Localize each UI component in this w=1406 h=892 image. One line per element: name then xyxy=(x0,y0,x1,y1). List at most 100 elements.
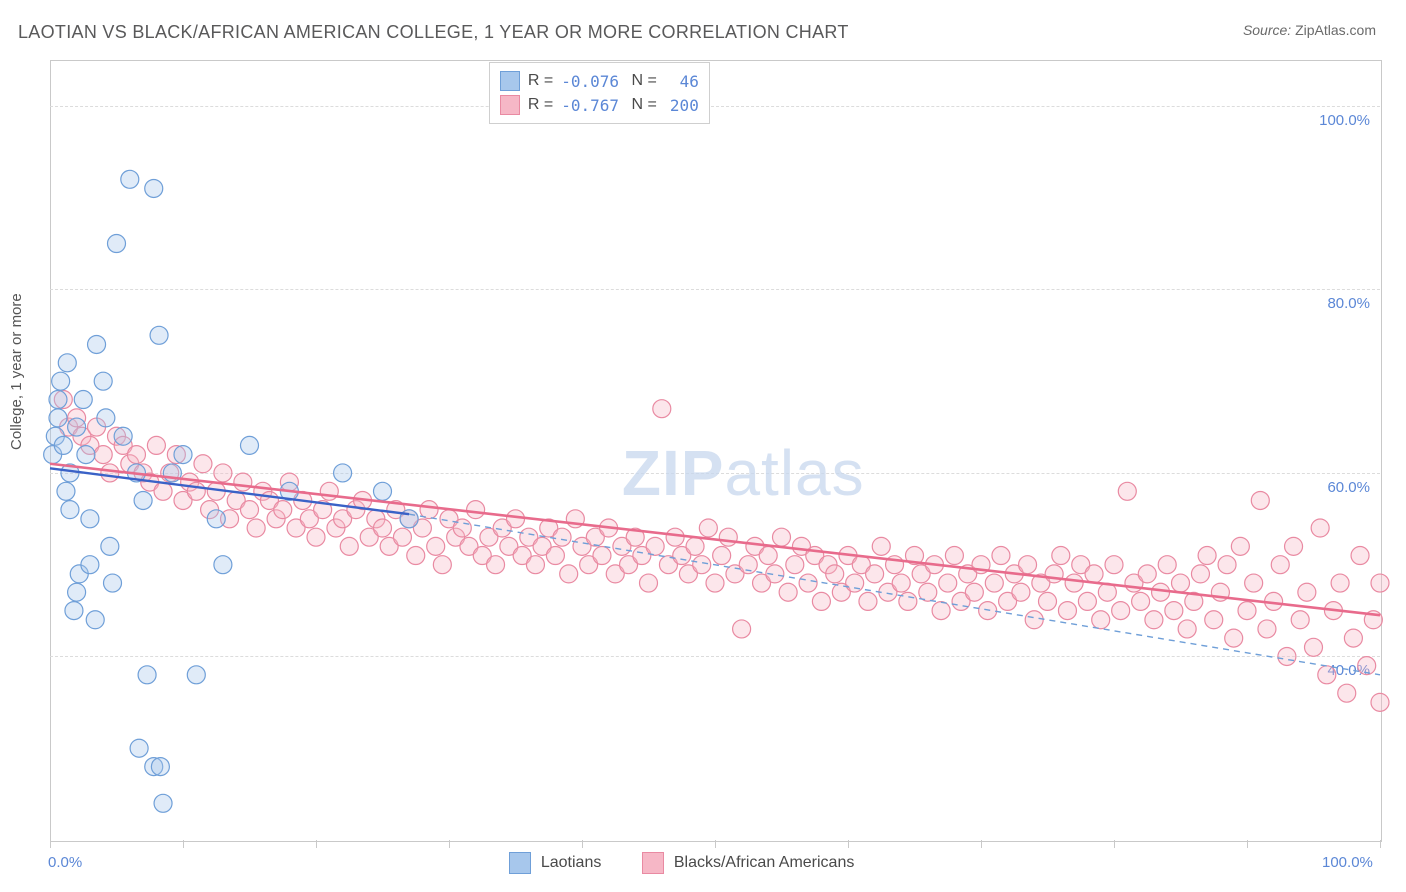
scatter-point-laotians xyxy=(374,482,392,500)
scatter-point-blacks xyxy=(686,537,704,555)
scatter-point-blacks xyxy=(1258,620,1276,638)
scatter-point-blacks xyxy=(1078,592,1096,610)
scatter-point-blacks xyxy=(892,574,910,592)
scatter-point-laotians xyxy=(104,574,122,592)
scatter-point-laotians xyxy=(61,501,79,519)
scatter-point-laotians xyxy=(58,354,76,372)
scatter-point-blacks xyxy=(1085,565,1103,583)
scatter-point-laotians xyxy=(214,556,232,574)
scatter-point-blacks xyxy=(101,464,119,482)
scatter-point-blacks xyxy=(467,501,485,519)
scatter-point-blacks xyxy=(507,510,525,528)
scatter-point-laotians xyxy=(334,464,352,482)
scatter-point-laotians xyxy=(130,739,148,757)
scatter-point-blacks xyxy=(241,501,259,519)
scatter-point-laotians xyxy=(207,510,225,528)
scatter-point-blacks xyxy=(640,574,658,592)
scatter-point-blacks xyxy=(593,547,611,565)
scatter-point-blacks xyxy=(247,519,265,537)
legend-item: Blacks/African Americans xyxy=(642,852,855,874)
scatter-point-blacks xyxy=(154,482,172,500)
scatter-point-blacks xyxy=(147,436,165,454)
stat-row: R = -0.767 N = 200 xyxy=(500,93,699,117)
scatter-point-blacks xyxy=(1218,556,1236,574)
legend-swatch xyxy=(500,71,520,91)
legend-swatch xyxy=(509,852,531,874)
legend-swatch xyxy=(500,95,520,115)
scatter-point-blacks xyxy=(94,446,112,464)
scatter-point-blacks xyxy=(1225,629,1243,647)
scatter-point-blacks xyxy=(1058,602,1076,620)
scatter-point-blacks xyxy=(779,583,797,601)
plot-svg xyxy=(0,0,1400,860)
stat-n-value: 200 xyxy=(665,96,699,115)
stat-row: R = -0.076 N = 46 xyxy=(500,69,699,93)
scatter-point-blacks xyxy=(846,574,864,592)
scatter-point-blacks xyxy=(1271,556,1289,574)
scatter-point-laotians xyxy=(134,491,152,509)
stat-r-label: R = xyxy=(528,72,553,90)
stat-n-label: N = xyxy=(627,72,657,90)
scatter-point-blacks xyxy=(666,528,684,546)
scatter-point-blacks xyxy=(1311,519,1329,537)
scatter-point-blacks xyxy=(1045,565,1063,583)
stat-r-value: -0.767 xyxy=(561,96,619,115)
scatter-point-blacks xyxy=(214,464,232,482)
scatter-point-blacks xyxy=(992,547,1010,565)
scatter-point-laotians xyxy=(81,556,99,574)
scatter-point-blacks xyxy=(1025,611,1043,629)
scatter-point-laotians xyxy=(154,794,172,812)
scatter-point-blacks xyxy=(1285,537,1303,555)
scatter-point-blacks xyxy=(872,537,890,555)
scatter-point-blacks xyxy=(427,537,445,555)
scatter-point-blacks xyxy=(1105,556,1123,574)
scatter-point-blacks xyxy=(859,592,877,610)
scatter-point-blacks xyxy=(374,519,392,537)
scatter-point-blacks xyxy=(1065,574,1083,592)
scatter-point-blacks xyxy=(1298,583,1316,601)
scatter-point-blacks xyxy=(560,565,578,583)
scatter-point-blacks xyxy=(939,574,957,592)
scatter-point-blacks xyxy=(699,519,717,537)
scatter-point-blacks xyxy=(274,501,292,519)
scatter-point-blacks xyxy=(1178,620,1196,638)
legend-label: Laotians xyxy=(541,854,602,872)
scatter-point-blacks xyxy=(487,556,505,574)
scatter-point-laotians xyxy=(94,372,112,390)
scatter-point-blacks xyxy=(1291,611,1309,629)
scatter-point-laotians xyxy=(241,436,259,454)
scatter-point-laotians xyxy=(114,427,132,445)
scatter-point-laotians xyxy=(49,409,67,427)
scatter-point-laotians xyxy=(77,446,95,464)
scatter-point-blacks xyxy=(433,556,451,574)
scatter-point-blacks xyxy=(526,556,544,574)
scatter-point-blacks xyxy=(1351,547,1369,565)
scatter-point-blacks xyxy=(1052,547,1070,565)
scatter-point-blacks xyxy=(733,620,751,638)
scatter-point-laotians xyxy=(151,758,169,776)
scatter-point-blacks xyxy=(194,455,212,473)
scatter-point-laotians xyxy=(174,446,192,464)
correlation-stat-box: R = -0.076 N = 46 R = -0.767 N = 200 xyxy=(489,62,710,124)
scatter-point-blacks xyxy=(1338,684,1356,702)
scatter-point-blacks xyxy=(1092,611,1110,629)
scatter-point-blacks xyxy=(1138,565,1156,583)
scatter-point-laotians xyxy=(65,602,83,620)
scatter-point-blacks xyxy=(646,537,664,555)
scatter-point-laotians xyxy=(54,436,72,454)
legend-label: Blacks/African Americans xyxy=(674,854,855,872)
scatter-point-blacks xyxy=(1198,547,1216,565)
scatter-point-blacks xyxy=(1118,482,1136,500)
scatter-point-laotians xyxy=(121,170,139,188)
scatter-point-blacks xyxy=(1145,611,1163,629)
scatter-point-blacks xyxy=(1158,556,1176,574)
scatter-point-blacks xyxy=(653,400,671,418)
scatter-point-blacks xyxy=(932,602,950,620)
scatter-point-blacks xyxy=(945,547,963,565)
scatter-point-blacks xyxy=(1012,583,1030,601)
scatter-point-blacks xyxy=(187,482,205,500)
scatter-point-blacks xyxy=(1165,602,1183,620)
scatter-point-laotians xyxy=(97,409,115,427)
scatter-point-blacks xyxy=(393,528,411,546)
scatter-point-laotians xyxy=(187,666,205,684)
